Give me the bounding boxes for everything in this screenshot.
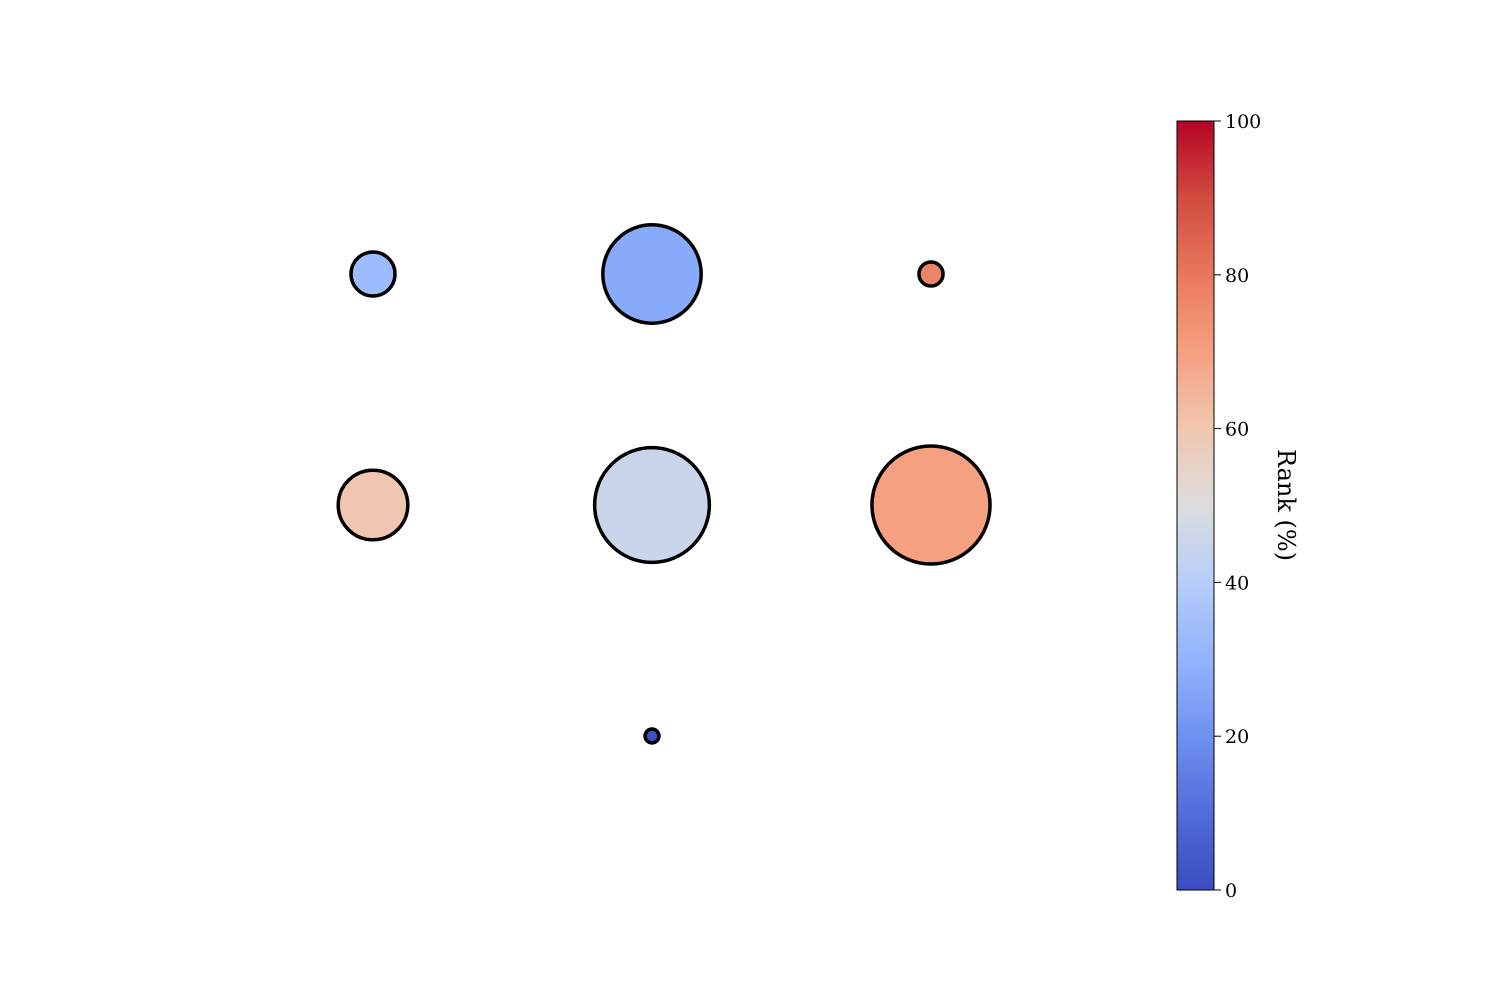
bubble-point-6 (870, 444, 992, 566)
colorbar-tick-label: 40 (1225, 572, 1249, 594)
colorbar-ticks: 0 20 40 60 80 100 (1214, 111, 1261, 902)
colorbar-tick-label: 20 (1225, 726, 1249, 748)
bubble-point-7 (643, 727, 661, 745)
colorbar-tick-label: 0 (1225, 880, 1237, 902)
colorbar: 0 20 40 60 80 100 Rank (%) (1176, 111, 1300, 902)
colorbar-tick-label: 60 (1225, 419, 1249, 441)
bubble-point-2 (601, 223, 703, 325)
colorbar-tick-label: 80 (1225, 265, 1249, 287)
bubble-point-4 (336, 468, 410, 542)
colorbar-tick-label: 100 (1225, 111, 1261, 133)
colorbar-gradient (1176, 120, 1215, 891)
bubble-point-3 (917, 260, 945, 288)
bubble-point-5 (592, 445, 712, 565)
colorbar-label: Rank (%) (1272, 449, 1300, 561)
points-layer (336, 223, 992, 745)
bubble-point-1 (349, 250, 397, 298)
